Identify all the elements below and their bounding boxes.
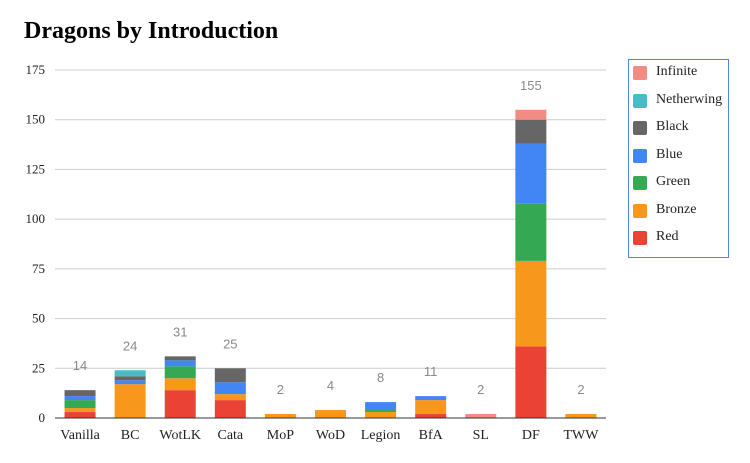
- bar-segment-black: [64, 390, 96, 397]
- bar-segment-black: [214, 368, 246, 383]
- legend-label: Green: [656, 174, 691, 189]
- legend-item-red: Red: [629, 228, 728, 248]
- legend-item-infinite: Infinite: [629, 63, 728, 83]
- bar-segment-red: [64, 412, 96, 418]
- legend-label: Bronze: [656, 201, 697, 217]
- bar-segment-bronze: [64, 408, 96, 413]
- total-data-label: 24: [123, 338, 137, 353]
- legend-label: Red: [656, 229, 679, 244]
- legend-item-netherwing: Netherwing: [629, 91, 728, 111]
- y-tick-label: 0: [39, 410, 46, 425]
- bar-segment-bronze: [264, 414, 296, 418]
- bar-segment-red: [515, 346, 547, 418]
- bar-segment-bronze: [315, 410, 346, 418]
- x-tick-label: SL: [473, 428, 489, 443]
- legend-label: Netherwing: [656, 91, 723, 107]
- bar-segment-infinite: [465, 414, 497, 418]
- y-tick-label: 25: [32, 360, 45, 375]
- bar-segment-green: [164, 366, 196, 379]
- total-data-label: 155: [520, 78, 542, 93]
- bar-segment-bronze: [515, 260, 547, 347]
- bar-segment-blue: [365, 402, 397, 411]
- bar-segment-black: [114, 376, 146, 381]
- bar-segment-bronze: [415, 400, 447, 415]
- y-tick-label: 100: [26, 211, 46, 226]
- total-data-label: 2: [477, 382, 484, 397]
- total-data-label: 31: [173, 324, 187, 339]
- bar-segment-blue: [114, 380, 146, 385]
- total-data-label: 14: [73, 358, 87, 373]
- x-tick-label: Cata: [217, 428, 243, 443]
- x-tick-label: TWW: [563, 428, 599, 443]
- legend-swatch: [633, 203, 647, 218]
- bar-segment-red: [164, 390, 196, 418]
- bar-segment-bronze: [164, 378, 196, 391]
- total-data-label: 4: [327, 378, 334, 393]
- legend-item-black: Black: [629, 118, 728, 138]
- y-tick-label: 75: [32, 261, 45, 276]
- bar-segment-bronze: [114, 384, 146, 418]
- legend-swatch: [633, 148, 647, 163]
- chart-title: Dragons by Introduction: [24, 18, 279, 44]
- legend-item-blue: Blue: [629, 146, 728, 166]
- y-tick-label: 50: [32, 311, 45, 326]
- x-tick-label: BfA: [419, 428, 444, 443]
- bar-segment-netherwing: [114, 370, 146, 377]
- bar-segment-bronze: [365, 412, 397, 418]
- bar-segment-red: [214, 400, 246, 418]
- x-tick-label: Vanilla: [60, 428, 100, 443]
- bar-segment-green: [64, 400, 96, 409]
- bar-segment-black: [515, 119, 547, 144]
- bar-segment-blue: [64, 396, 96, 401]
- x-tick-label: BC: [121, 428, 140, 443]
- bar-segment-bronze: [214, 394, 246, 401]
- bars: [64, 109, 597, 418]
- bar-segment-black: [164, 356, 196, 361]
- bar-segment-blue: [515, 143, 547, 204]
- total-data-label: 11: [424, 364, 438, 379]
- x-tick-label: Legion: [361, 428, 401, 443]
- total-data-label: 2: [277, 382, 284, 397]
- legend-item-green: Green: [629, 173, 728, 193]
- x-tick-label: DF: [522, 428, 540, 443]
- legend-swatch: [633, 121, 647, 135]
- legend-swatch: [633, 231, 647, 245]
- labels: 0255075100125150175Vanilla14BC24WotLK31C…: [26, 62, 600, 443]
- legend-swatch: [633, 176, 647, 190]
- legend-item-bronze: Bronze: [629, 201, 728, 221]
- x-tick-label: MoP: [267, 428, 294, 443]
- total-data-label: 8: [377, 370, 384, 385]
- bar-segment-red: [415, 414, 447, 418]
- legend-swatch: [633, 66, 647, 80]
- bar-segment-green: [365, 410, 397, 413]
- y-tick-label: 175: [26, 62, 46, 77]
- bar-segment-blue: [415, 396, 447, 401]
- bar-segment-bronze: [565, 414, 597, 418]
- bar-segment-blue: [214, 382, 246, 395]
- total-data-label: 25: [223, 336, 237, 351]
- total-data-label: 2: [577, 382, 584, 397]
- chart-legend: Infinite Netherwing Black Blue Green Bronze Re…: [628, 59, 729, 258]
- gridlines: [55, 69, 606, 369]
- bar-segment-infinite: [515, 109, 547, 120]
- bar-segment-green: [515, 203, 547, 261]
- bar-segment-blue: [164, 360, 196, 367]
- legend-label: Black: [656, 119, 689, 134]
- legend-label: Infinite: [656, 64, 698, 79]
- legend-swatch: [633, 93, 647, 108]
- y-tick-label: 150: [26, 112, 46, 127]
- y-tick-label: 125: [26, 161, 46, 176]
- x-tick-label: WoD: [316, 428, 345, 443]
- legend-label: Blue: [656, 146, 683, 162]
- x-tick-label: WotLK: [159, 428, 201, 443]
